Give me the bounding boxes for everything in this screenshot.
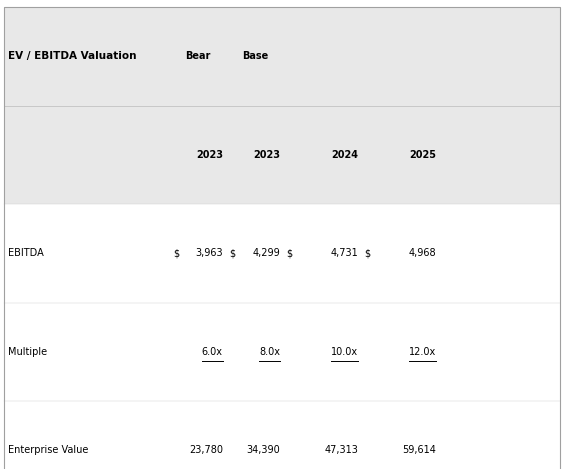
Bar <box>4 401 560 469</box>
Text: Multiple: Multiple <box>8 347 47 357</box>
Text: $: $ <box>364 248 371 258</box>
Text: 12.0x: 12.0x <box>409 347 436 357</box>
Text: 2025: 2025 <box>409 150 436 160</box>
Text: 4,731: 4,731 <box>331 248 358 258</box>
Text: $: $ <box>287 248 293 258</box>
Text: EV / EBITDA Valuation: EV / EBITDA Valuation <box>8 51 137 61</box>
Bar <box>4 303 560 401</box>
Text: 23,780: 23,780 <box>189 445 223 455</box>
Bar <box>4 7 560 106</box>
Text: 10.0x: 10.0x <box>331 347 358 357</box>
Text: EBITDA: EBITDA <box>8 248 44 258</box>
Text: 59,614: 59,614 <box>402 445 436 455</box>
Text: 3,963: 3,963 <box>195 248 223 258</box>
Text: 47,313: 47,313 <box>324 445 358 455</box>
Text: $: $ <box>174 248 180 258</box>
Bar <box>4 106 560 204</box>
Text: 2024: 2024 <box>331 150 358 160</box>
Text: 4,968: 4,968 <box>408 248 436 258</box>
Text: 34,390: 34,390 <box>246 445 280 455</box>
Text: 2023: 2023 <box>253 150 280 160</box>
Text: 8.0x: 8.0x <box>259 347 280 357</box>
Text: $: $ <box>230 248 236 258</box>
Text: 2023: 2023 <box>196 150 223 160</box>
Text: Base: Base <box>242 51 268 61</box>
Bar <box>4 204 560 303</box>
Text: Enterprise Value: Enterprise Value <box>8 445 89 455</box>
Text: 6.0x: 6.0x <box>202 347 223 357</box>
Text: Bear: Bear <box>186 51 211 61</box>
Text: 4,299: 4,299 <box>253 248 280 258</box>
